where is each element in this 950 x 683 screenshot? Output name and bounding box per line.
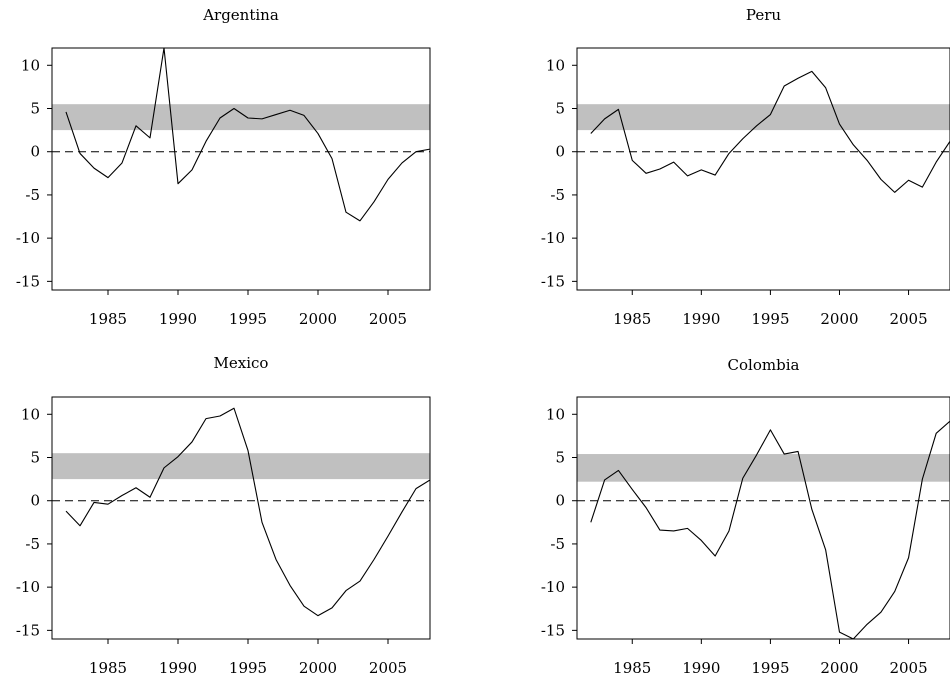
y-tick-label: -10 — [541, 578, 565, 596]
panel-title: Colombia — [728, 356, 800, 374]
y-tick-label: -15 — [541, 272, 565, 290]
plot-frame — [576, 396, 950, 640]
x-tick-label: 1995 — [229, 659, 267, 677]
x-tick-label: 2000 — [820, 310, 858, 328]
x-tick-label: 1990 — [682, 310, 720, 328]
y-tick-label: 5 — [555, 100, 565, 118]
y-tick-label: 0 — [30, 143, 40, 161]
x-tick-label: 1985 — [613, 310, 651, 328]
y-tick-label: 5 — [30, 100, 40, 118]
x-tick-label: 1990 — [682, 659, 720, 677]
x-tick-label: 1995 — [751, 310, 789, 328]
y-tick-label: 0 — [555, 143, 565, 161]
y-tick-label: 10 — [21, 405, 40, 423]
panel-argentina: Argentina 10 5 0 -5 -10 -15 1985 1990 1995 2000 200… — [16, 6, 431, 328]
panel-peru: Peru 10 5 0 -5 -10 -15 1985 1990 1995 2000 2005 — [541, 6, 950, 328]
y-tick-label: -15 — [16, 272, 40, 290]
plot-frame — [576, 47, 950, 291]
panel-title: Mexico — [214, 354, 269, 372]
x-tick-label: 1990 — [159, 310, 197, 328]
y-tick-label: 5 — [555, 449, 565, 467]
target-band — [52, 453, 430, 480]
y-tick-label: -5 — [550, 186, 565, 204]
y-tick-label: -10 — [16, 229, 40, 247]
target-band — [577, 454, 950, 482]
x-tick-label: 2005 — [369, 310, 407, 328]
x-tick-label: 1985 — [89, 310, 127, 328]
panel-title: Argentina — [202, 6, 279, 24]
series-line — [590, 70, 950, 193]
series-line — [65, 48, 430, 222]
plot-frame — [51, 47, 431, 291]
x-tick-label: 1995 — [229, 310, 267, 328]
series-line — [65, 407, 430, 617]
x-tick-label: 2005 — [889, 659, 927, 677]
y-tick-label: -10 — [541, 229, 565, 247]
x-tick-label: 2005 — [369, 659, 407, 677]
y-tick-label: -5 — [25, 186, 40, 204]
y-tick-label: 10 — [546, 405, 565, 423]
x-tick-label: 1985 — [89, 659, 127, 677]
y-tick-label: 0 — [30, 492, 40, 510]
plot-frame — [51, 396, 431, 640]
panel-mexico: Mexico 10 5 0 -5 -10 -15 1985 1990 1995 2000 2005 — [16, 354, 431, 677]
y-tick-label: -5 — [25, 535, 40, 553]
y-tick-label: -10 — [16, 578, 40, 596]
x-tick-label: 2000 — [299, 310, 337, 328]
target-band — [577, 104, 950, 131]
panel-colombia: Colombia 10 5 0 -5 -10 -15 1985 1990 1995 2000 2005 — [541, 356, 950, 677]
y-tick-label: 5 — [30, 449, 40, 467]
y-tick-label: 10 — [21, 56, 40, 74]
x-tick-label: 2000 — [820, 659, 858, 677]
x-tick-label: 1995 — [751, 659, 789, 677]
y-tick-label: -15 — [541, 621, 565, 639]
panel-title: Peru — [746, 6, 781, 24]
y-tick-label: 10 — [546, 56, 565, 74]
x-tick-label: 1990 — [159, 659, 197, 677]
series-line — [590, 420, 950, 639]
y-tick-label: -15 — [16, 621, 40, 639]
x-tick-label: 1985 — [613, 659, 651, 677]
x-tick-label: 2000 — [299, 659, 337, 677]
x-tick-label: 2005 — [889, 310, 927, 328]
y-tick-label: -5 — [550, 535, 565, 553]
y-tick-label: 0 — [555, 492, 565, 510]
target-band — [52, 104, 430, 131]
